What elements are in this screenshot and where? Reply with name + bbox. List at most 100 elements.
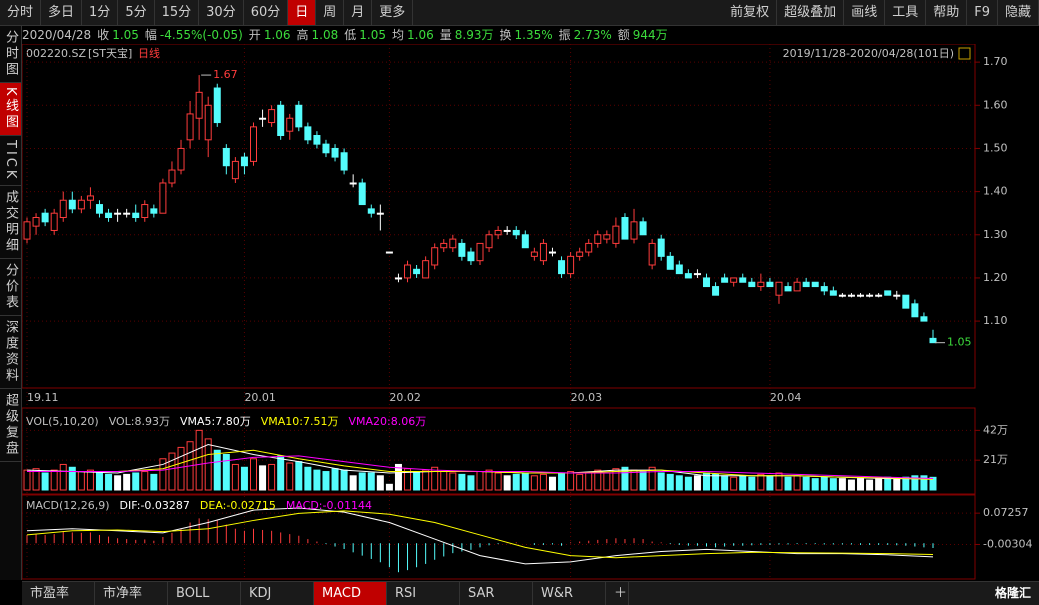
volume-bar — [367, 472, 375, 491]
legend-entry: VMA10:7.51万 — [261, 415, 339, 428]
candle-body — [240, 156, 248, 167]
y-tick-label: 1.40 — [983, 185, 1008, 198]
candle-body — [59, 199, 67, 219]
indicator-tab[interactable]: SAR — [460, 582, 533, 605]
volume-bar — [893, 478, 901, 491]
side-tab[interactable]: TICK — [0, 136, 21, 186]
period-button[interactable]: 60分 — [244, 0, 289, 25]
quote-label: 额 — [617, 28, 630, 42]
volume-bar — [594, 469, 602, 491]
quote-item: 额 944万 — [618, 28, 668, 42]
period-button[interactable]: 周 — [316, 0, 345, 25]
quote-label: 低 — [344, 28, 357, 42]
indicator-tab[interactable]: KDJ — [241, 582, 314, 605]
period-button[interactable]: 月 — [344, 0, 373, 25]
legend-entry: VMA5:7.80万 — [180, 415, 251, 428]
volume-bar — [385, 483, 393, 491]
y-tick-label: -0.00304 — [983, 537, 1032, 550]
quote-value: 8.93万 — [454, 28, 494, 42]
candle-body — [875, 294, 883, 297]
quote-date: 2020/04/28 — [22, 28, 92, 42]
quote-bar: 2020/04/28 收 1.05 幅 -4.55%(-0.05) 开 1.06 高 1.08 低… — [22, 26, 674, 44]
volume-bar — [476, 471, 484, 491]
quote-value: 1.05 — [112, 28, 139, 42]
candle-body — [793, 281, 801, 292]
side-tab[interactable]: 分时图 — [0, 26, 21, 83]
volume-bar — [739, 475, 747, 491]
period-button[interactable]: 15分 — [155, 0, 200, 25]
tool-button[interactable]: 隐藏 — [998, 0, 1039, 25]
quote-value: 944万 — [632, 28, 668, 42]
period-button[interactable]: 日 — [288, 0, 317, 25]
side-tab[interactable]: 超级复盘 — [0, 389, 21, 462]
candle-body — [177, 147, 185, 171]
candle-body — [440, 242, 448, 249]
candle-body — [286, 117, 294, 132]
add-tab[interactable]: ＋ — [606, 582, 629, 605]
candle-body — [866, 294, 874, 297]
volume-bar — [802, 476, 810, 491]
candle-body — [32, 217, 40, 227]
period-button[interactable]: 5分 — [118, 0, 155, 25]
volume-bar — [847, 479, 855, 491]
tool-button[interactable]: 前复权 — [723, 0, 778, 25]
candle-body — [721, 277, 729, 283]
volume-bar — [530, 475, 538, 491]
indicator-tab[interactable]: MACD — [314, 582, 387, 605]
indicator-tabs: 市盈率 市净率 BOLL KDJ MACD RSI SAR W&R ＋ 格隆汇 — [22, 581, 1039, 605]
side-tab[interactable]: 分价表 — [0, 259, 21, 316]
candle-body — [693, 273, 701, 276]
period-button[interactable]: 30分 — [199, 0, 244, 25]
candle-body — [77, 199, 85, 210]
toolbar: 分时 多日 1分 5分 15分 30分 60分 日 周 月 更多 前复权 超级叠… — [0, 0, 1039, 26]
indicator-tab[interactable]: W&R — [533, 582, 606, 605]
y-tick-label: 1.30 — [983, 228, 1008, 241]
candle-body — [730, 277, 738, 283]
candle-body — [114, 212, 122, 215]
volume-bar — [422, 469, 430, 491]
range-icon[interactable] — [958, 47, 971, 60]
side-tab[interactable]: K线图 — [0, 83, 21, 136]
candle-body — [132, 212, 140, 219]
volume-bar — [820, 476, 828, 491]
tool-button[interactable]: F9 — [967, 0, 998, 25]
period-button[interactable]: 更多 — [372, 0, 414, 25]
candle-body — [757, 281, 765, 288]
volume-bar — [213, 449, 221, 491]
candle-body — [250, 126, 257, 162]
indicator-tab[interactable]: RSI — [387, 582, 460, 605]
tool-button[interactable]: 超级叠加 — [777, 0, 845, 25]
candle-body — [195, 91, 203, 119]
volume-bar — [204, 438, 212, 491]
candle-body — [567, 255, 575, 275]
volume-bar — [322, 471, 330, 491]
volume-bar — [567, 471, 575, 491]
candle-body — [467, 251, 475, 262]
period-button[interactable]: 1分 — [82, 0, 119, 25]
candle-body — [458, 242, 466, 257]
volume-bar — [240, 466, 248, 491]
indicator-tab[interactable]: 市盈率 — [22, 582, 95, 605]
indicator-tab[interactable]: 市净率 — [95, 582, 168, 605]
candle-body — [367, 208, 375, 214]
volume-bar — [639, 471, 647, 491]
period-button[interactable]: 分时 — [0, 0, 42, 25]
side-tab[interactable]: 成交明细 — [0, 186, 21, 259]
volume-bar — [866, 479, 874, 491]
indicator-tab[interactable]: BOLL — [168, 582, 241, 605]
candle-body — [322, 143, 330, 154]
tool-button[interactable]: 帮助 — [926, 0, 968, 25]
tool-button[interactable]: 画线 — [844, 0, 886, 25]
volume-bar — [929, 476, 937, 491]
volume-bar — [231, 463, 239, 491]
candle-body — [530, 251, 538, 257]
candle-body — [829, 290, 837, 296]
candle-body — [558, 260, 566, 275]
legend-entry: VMA20:8.06万 — [349, 415, 427, 428]
volume-bar — [286, 462, 294, 491]
volume-bar — [757, 473, 765, 491]
period-button[interactable]: 多日 — [41, 0, 83, 25]
side-tab[interactable]: 深度资料 — [0, 316, 21, 389]
candle-body — [422, 260, 430, 279]
tool-button[interactable]: 工具 — [885, 0, 927, 25]
